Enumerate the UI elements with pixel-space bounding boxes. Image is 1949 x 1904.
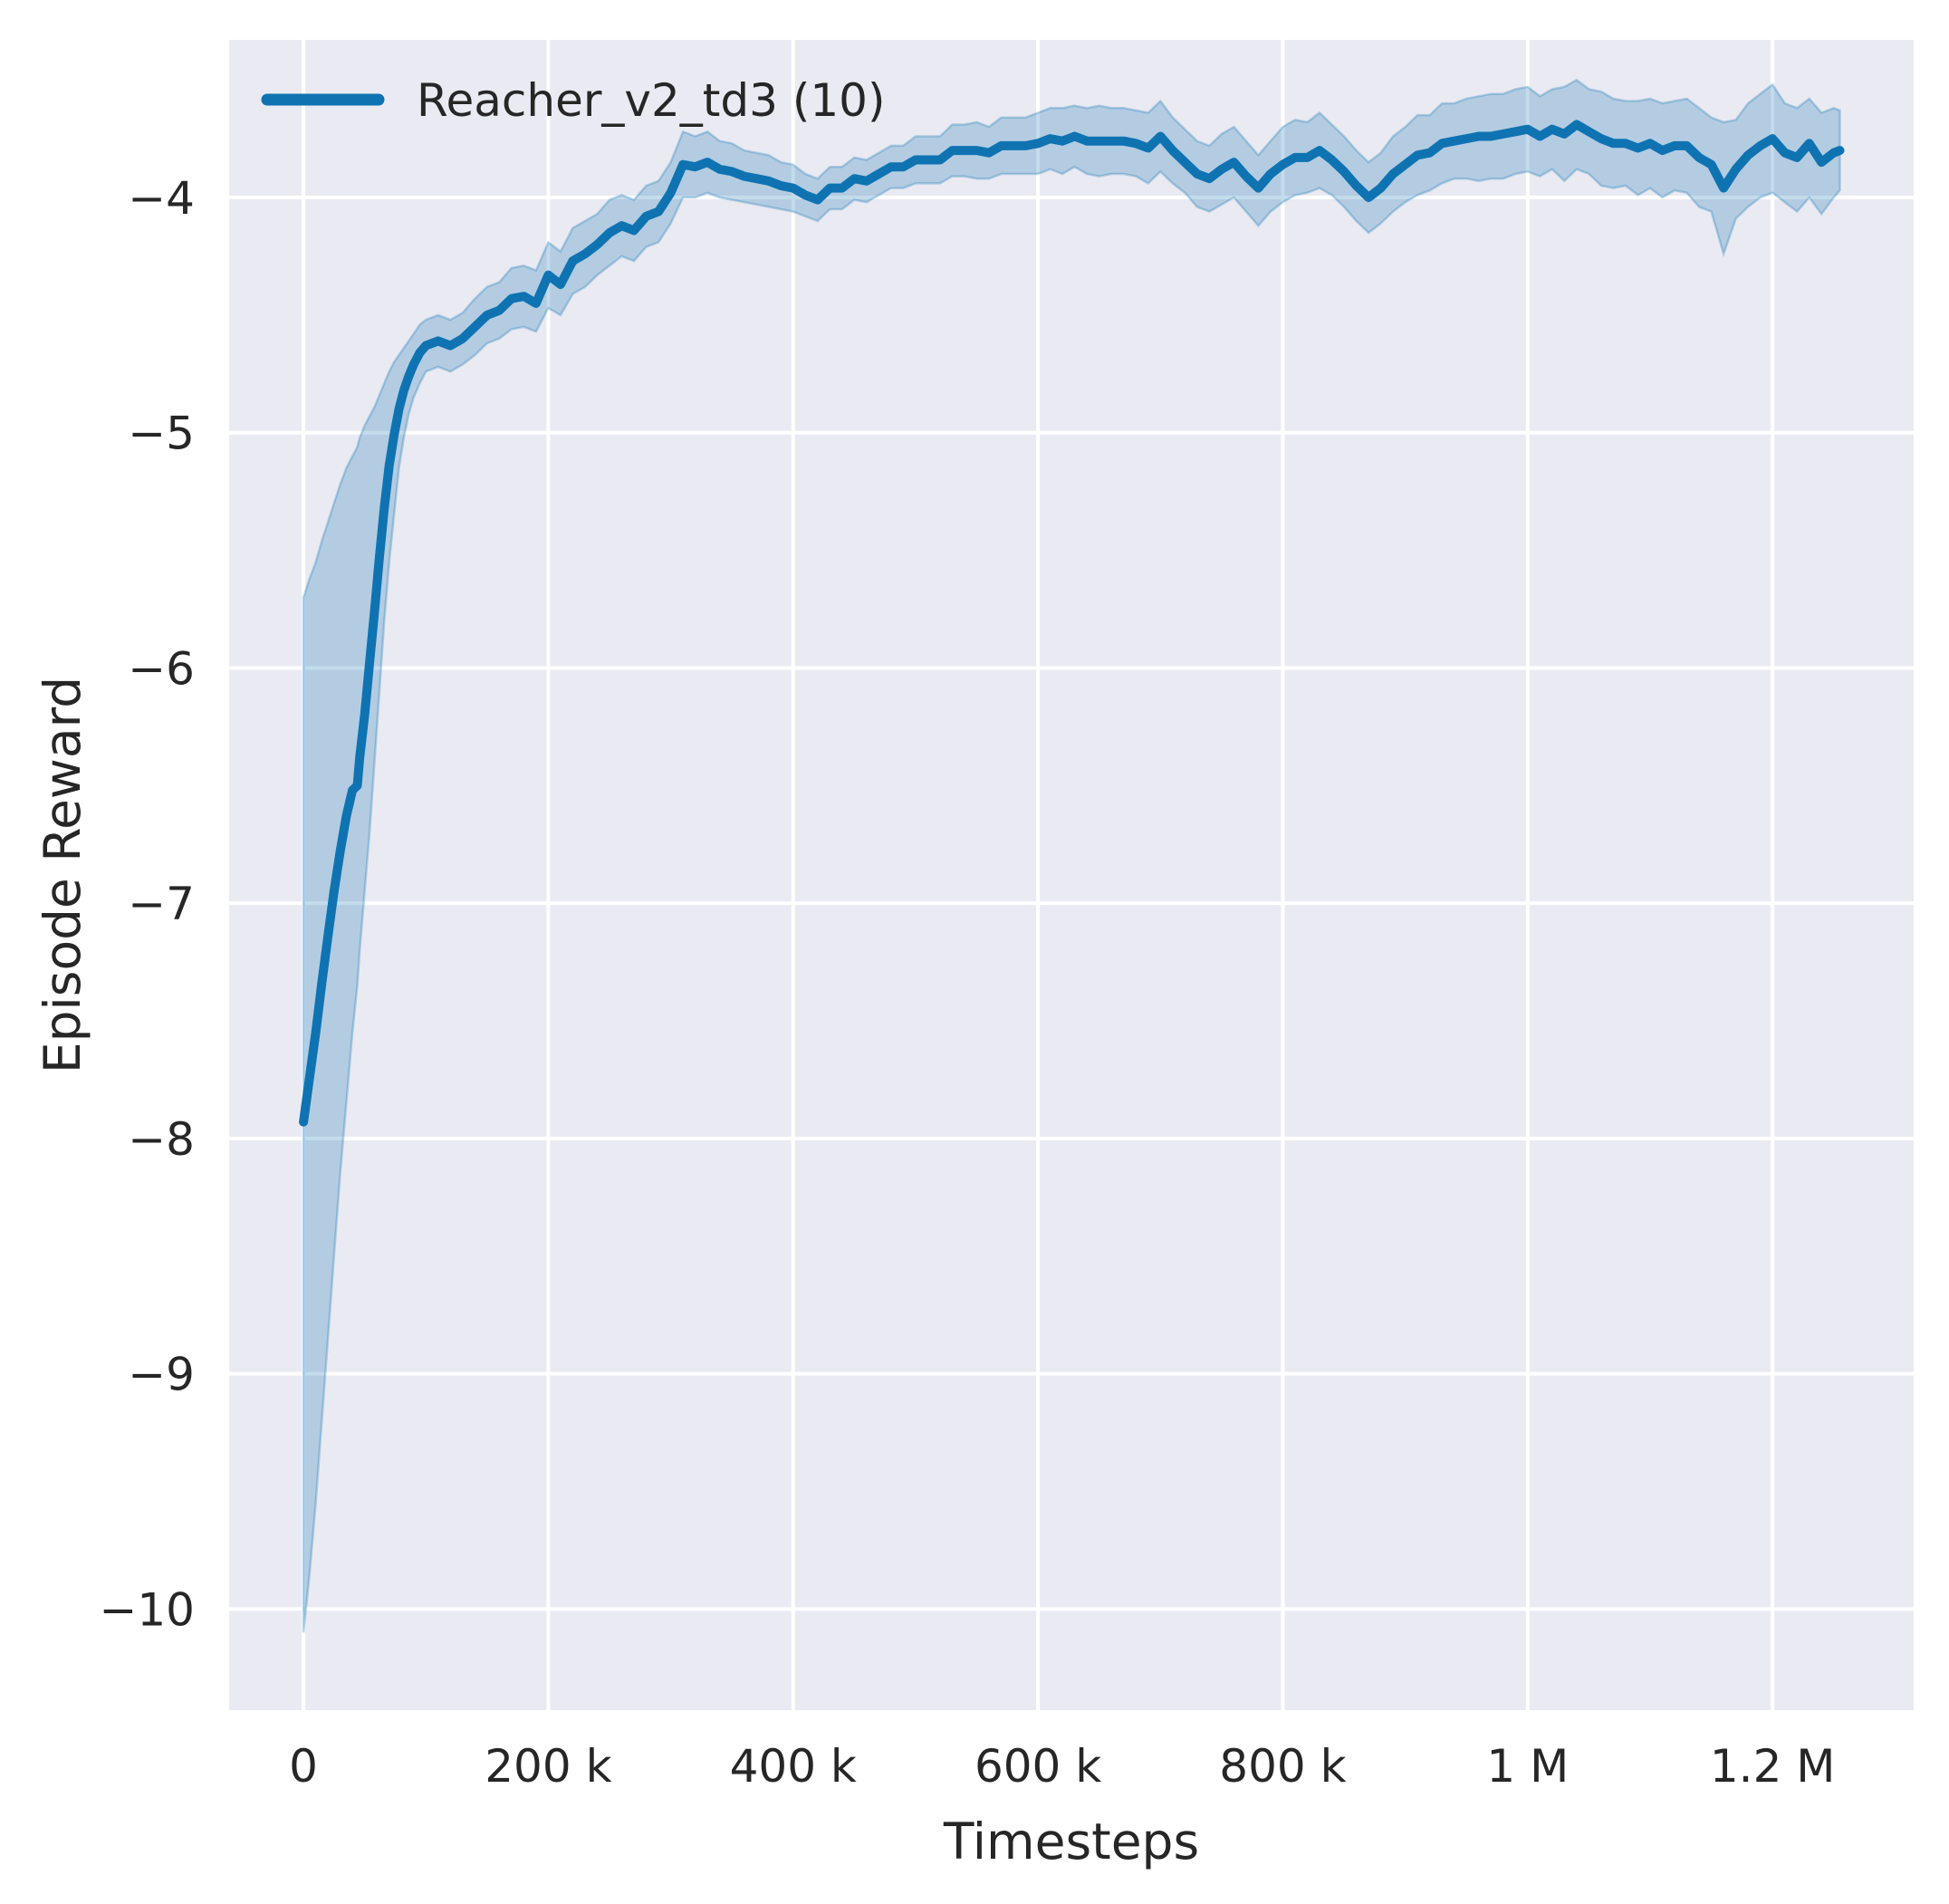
legend: Reacher_v2_td3 (10) — [261, 74, 885, 127]
y-axis-label: Episode Reward — [34, 677, 91, 1073]
x-tick-label: 200 k — [485, 1740, 611, 1793]
y-tick-label: −10 — [99, 1583, 195, 1636]
x-tick-label: 1 M — [1486, 1740, 1569, 1793]
grid — [229, 40, 1914, 1710]
y-tick-label: −6 — [128, 642, 195, 695]
x-tick-label: 800 k — [1219, 1740, 1346, 1793]
y-tick-label: −5 — [128, 408, 195, 460]
y-tick-label: −9 — [128, 1349, 195, 1401]
y-tick-label: −4 — [128, 172, 195, 225]
x-tick-label: 600 k — [974, 1740, 1101, 1793]
x-tick-label: 400 k — [730, 1740, 857, 1793]
y-tick-label: −7 — [128, 878, 195, 930]
plot-area — [229, 40, 1914, 1710]
legend-label: Reacher_v2_td3 (10) — [417, 74, 885, 127]
x-axis-label: Timesteps — [943, 1813, 1199, 1870]
y-tick-label: −8 — [128, 1113, 195, 1166]
x-tick-label: 0 — [289, 1740, 318, 1793]
confidence-band — [302, 78, 1841, 1633]
x-tick-label: 1.2 M — [1710, 1740, 1836, 1793]
mean-line — [299, 120, 1845, 1127]
